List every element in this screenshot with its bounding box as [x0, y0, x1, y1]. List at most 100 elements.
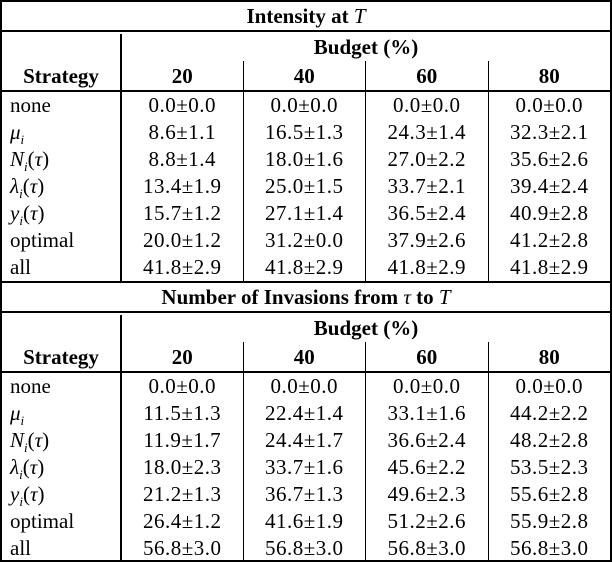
value-cell: 33.7±2.1	[365, 173, 488, 200]
math-paren: (	[22, 455, 30, 479]
math-paren: (	[27, 428, 35, 452]
value-cell: 44.2±2.2	[487, 400, 611, 427]
math-argument-symbol: τ	[29, 455, 38, 479]
strategy-label: optimal	[10, 228, 75, 252]
math-subscript-symbol: i	[24, 159, 28, 173]
value-cell: 53.5±2.3	[487, 454, 611, 481]
double-rule-gap	[2, 32, 610, 34]
table-head: Budget (%) Strategy 20 40 60 80	[2, 34, 610, 90]
budget-header: Budget (%)	[120, 315, 610, 342]
math-subscript: i	[21, 132, 25, 146]
math-paren: )	[42, 428, 50, 452]
math-subscript-symbol: i	[19, 213, 23, 227]
value-cell: 55.6±2.8	[487, 481, 611, 508]
math-argument-symbol: τ	[34, 428, 43, 452]
value-cell: 11.9±1.7	[120, 427, 243, 454]
strategy-label: Ni(τ)	[2, 427, 120, 454]
value-cell: 15.7±1.2	[120, 200, 243, 227]
double-rule-gap	[2, 313, 610, 315]
strategy-label: μi	[2, 400, 120, 427]
strategy-header: Strategy	[23, 64, 99, 88]
math-paren: )	[37, 201, 45, 225]
math-subscript: i	[19, 494, 23, 508]
value-cell: 31.2±0.0	[242, 227, 366, 254]
value-cell: 8.6±1.1	[120, 119, 243, 146]
value-cell: 16.5±1.3	[242, 119, 366, 146]
value-cell: 56.8±3.0	[365, 535, 488, 560]
value-cell: 18.0±2.3	[120, 454, 243, 481]
value-cell: 27.1±1.4	[242, 200, 366, 227]
budget-column-header: 60	[365, 61, 488, 90]
math-subscript: i	[19, 467, 23, 481]
math-paren: )	[37, 174, 45, 198]
math-subscript-symbol: i	[19, 186, 23, 200]
value-cell: 13.4±1.9	[120, 173, 243, 200]
budget-column-header: 80	[487, 61, 611, 90]
table-head: Budget (%) Strategy 20 40 60 80	[2, 315, 610, 371]
math-subscript: i	[24, 159, 28, 173]
math-symbol: y	[10, 482, 20, 506]
strategy-header-spacer	[2, 315, 120, 342]
value-cell: 56.8±3.0	[487, 535, 611, 560]
value-cell: 49.6±2.3	[365, 481, 488, 508]
value-cell: 20.0±1.2	[120, 227, 243, 254]
value-cell: 21.2±1.3	[120, 481, 243, 508]
math-subscript-symbol: i	[20, 413, 25, 427]
title-math-symbol: T	[353, 3, 366, 28]
math-paren: )	[42, 147, 50, 171]
math-symbol: μ	[10, 401, 21, 425]
math-argument-symbol: τ	[29, 482, 38, 506]
value-cell: 33.7±1.6	[242, 454, 366, 481]
math-subscript: i	[19, 186, 23, 200]
value-cell: 45.6±2.2	[365, 454, 488, 481]
strategy-label: none	[10, 93, 51, 117]
math-subscript-symbol: i	[24, 440, 28, 454]
budget-header: Budget (%)	[120, 34, 610, 61]
budget-column-header: 20	[120, 342, 243, 371]
math-symbol: y	[10, 201, 20, 225]
value-cell: 22.4±1.4	[242, 400, 366, 427]
table-body: none 0.0±0.0 0.0±0.0 0.0±0.0 0.0±0.0 μi 8.6±1.…	[2, 90, 610, 283]
strategy-label: Ni(τ)	[2, 146, 120, 173]
strategy-header: Strategy	[23, 345, 99, 369]
math-paren: (	[27, 147, 35, 171]
strategy-label: yi(τ)	[2, 481, 120, 508]
value-cell: 41.8±2.9	[487, 254, 611, 281]
strategy-label: all	[10, 536, 31, 560]
strategy-label: λi(τ)	[2, 454, 120, 481]
title-math-symbol: τ	[403, 284, 411, 309]
table-body: none 0.0±0.0 0.0±0.0 0.0±0.0 0.0±0.0 μi 11.5±1…	[2, 371, 611, 560]
value-cell: 48.2±2.8	[487, 427, 611, 454]
value-cell: 18.0±1.6	[242, 146, 366, 173]
value-cell: 35.6±2.6	[487, 146, 611, 173]
value-cell: 0.0±0.0	[120, 373, 243, 400]
strategy-label: optimal	[10, 509, 75, 533]
value-cell: 51.2±2.6	[365, 508, 488, 535]
value-cell: 27.0±2.2	[365, 146, 488, 173]
value-cell: 41.6±1.9	[242, 508, 366, 535]
value-cell: 0.0±0.0	[120, 92, 243, 119]
math-symbol: μ	[10, 120, 21, 144]
value-cell: 41.2±2.8	[487, 227, 611, 254]
table-section: Number of Invasions from τ to T Budget (…	[2, 283, 611, 560]
budget-column-header: 40	[242, 342, 366, 371]
value-cell: 0.0±0.0	[487, 373, 611, 400]
value-cell: 37.9±2.6	[365, 227, 488, 254]
value-cell: 25.0±1.5	[242, 173, 366, 200]
math-subscript: i	[21, 413, 25, 427]
math-paren: (	[22, 482, 30, 506]
value-cell: 0.0±0.0	[242, 373, 366, 400]
strategy-label: yi(τ)	[2, 200, 120, 227]
math-paren: (	[22, 201, 30, 225]
value-cell: 0.0±0.0	[365, 373, 488, 400]
math-subscript-symbol: i	[19, 494, 23, 508]
budget-column-header: 40	[242, 61, 366, 90]
math-subscript-symbol: i	[20, 132, 25, 146]
math-paren: )	[37, 455, 45, 479]
value-cell: 39.4±2.4	[487, 173, 611, 200]
value-cell: 11.5±1.3	[120, 400, 243, 427]
value-cell: 36.6±2.4	[365, 427, 488, 454]
value-cell: 8.8±1.4	[120, 146, 243, 173]
math-argument-symbol: τ	[29, 201, 38, 225]
